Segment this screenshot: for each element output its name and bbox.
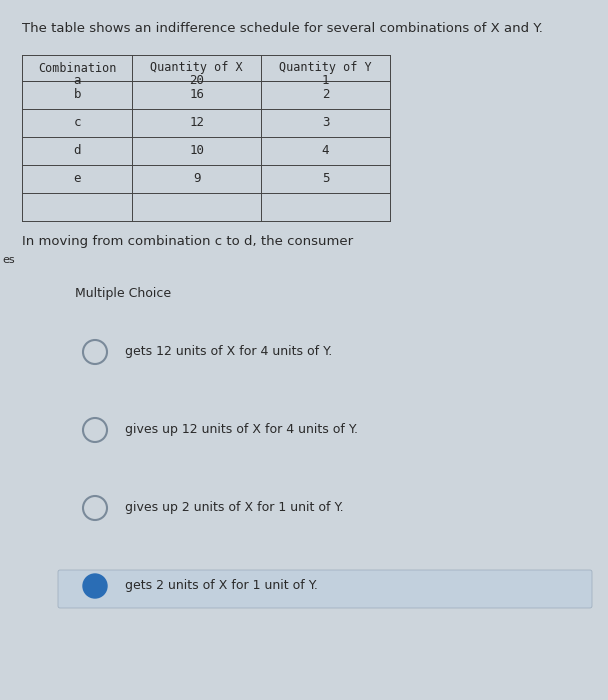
Text: Quantity of Y: Quantity of Y [279,62,372,74]
Text: gives up 2 units of X for 1 unit of Y.: gives up 2 units of X for 1 unit of Y. [125,501,344,514]
Text: 1: 1 [322,74,330,88]
Text: 10: 10 [189,144,204,158]
Text: 3: 3 [322,116,330,130]
Text: gets 2 units of X for 1 unit of Y.: gets 2 units of X for 1 unit of Y. [125,580,318,592]
FancyBboxPatch shape [58,570,592,608]
Text: 9: 9 [193,172,201,186]
Text: 20: 20 [189,74,204,88]
Text: a: a [74,74,81,88]
Text: 5: 5 [322,172,330,186]
Text: Combination: Combination [38,62,116,74]
Text: Multiple Choice: Multiple Choice [75,287,171,300]
Text: The table shows an indifference schedule for several combinations of X and Y.: The table shows an indifference schedule… [22,22,543,35]
Text: e: e [74,172,81,186]
Text: c: c [74,116,81,130]
Text: Quantity of X: Quantity of X [151,62,243,74]
Circle shape [83,574,107,598]
Text: 16: 16 [189,88,204,102]
Text: 12: 12 [189,116,204,130]
Text: gets 12 units of X for 4 units of Y.: gets 12 units of X for 4 units of Y. [125,346,332,358]
Text: b: b [74,88,81,102]
Text: In moving from combination c to d, the consumer: In moving from combination c to d, the c… [22,235,353,248]
Text: es: es [2,255,15,265]
Text: gives up 12 units of X for 4 units of Y.: gives up 12 units of X for 4 units of Y. [125,424,358,437]
Text: 4: 4 [322,144,330,158]
Text: 2: 2 [322,88,330,102]
Text: d: d [74,144,81,158]
